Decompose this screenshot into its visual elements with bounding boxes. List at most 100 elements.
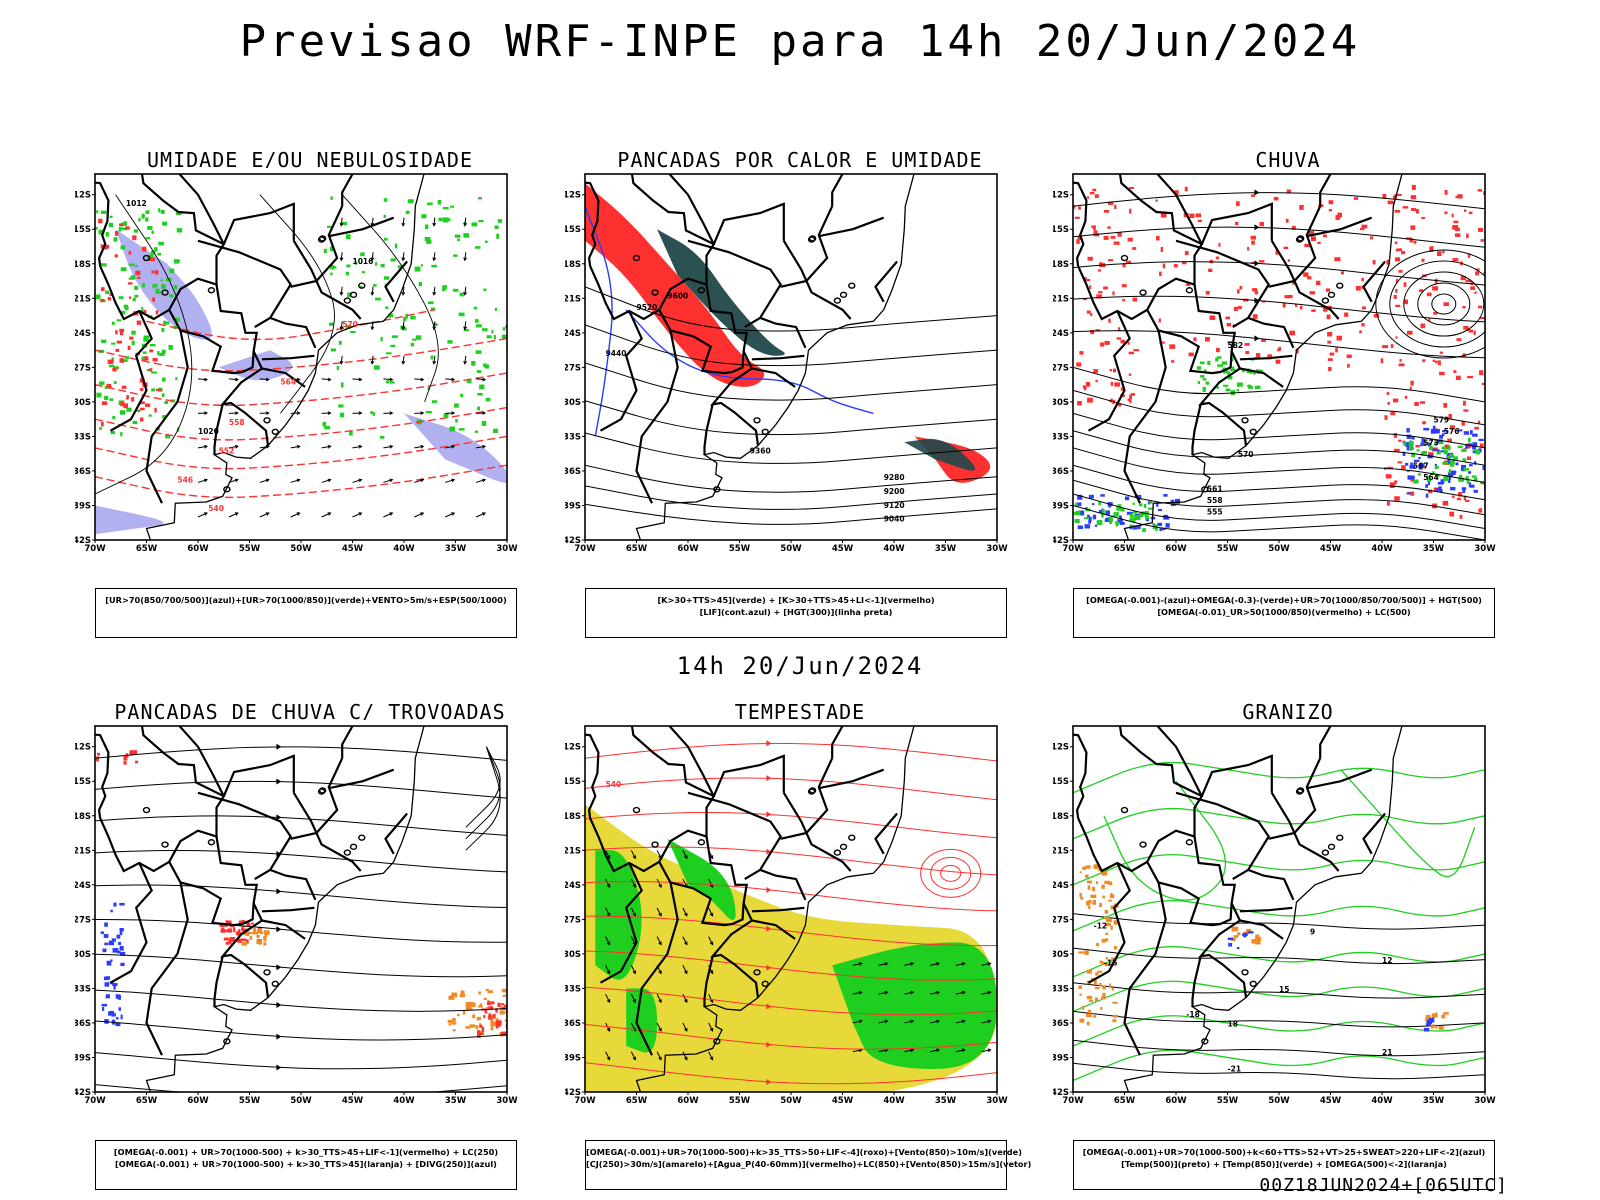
rain-omega-ur — [1437, 251, 1442, 257]
lon-label: 35W — [445, 1096, 467, 1106]
humidity-low-level — [169, 268, 175, 274]
rain-omega-strong — [1447, 455, 1451, 460]
humidity-low-level — [494, 225, 499, 229]
rain-omega-weak — [1432, 448, 1437, 452]
wind-vector-head — [389, 512, 394, 516]
rain-omega-ur — [1462, 353, 1466, 358]
temp850-contour — [1073, 807, 1485, 840]
humidity-low-level — [120, 410, 126, 415]
omega500 — [1237, 932, 1241, 936]
humidity-low-level — [175, 317, 180, 322]
divergence-250 — [105, 976, 111, 980]
lat-label: 12S — [565, 191, 581, 201]
thickness-label-dots — [100, 422, 104, 427]
humidity-low-level — [458, 312, 465, 317]
rain-omega-strong — [1429, 445, 1433, 451]
country-border — [658, 836, 749, 927]
rain-omega-weak — [1098, 510, 1104, 514]
country-border — [1306, 216, 1373, 238]
temp500-contour — [1073, 1062, 1485, 1080]
temp500-contour — [1073, 1039, 1485, 1057]
wind-vector — [340, 286, 343, 295]
omega500 — [1102, 992, 1106, 998]
wind-850-vector-head — [632, 912, 636, 917]
wind-vector — [464, 252, 467, 261]
contour-label: 540 — [606, 780, 622, 789]
rain-omega-strong — [1102, 509, 1105, 514]
wind-850-vector — [605, 936, 611, 945]
rain-omega-weak — [1094, 524, 1098, 527]
rain-omega-weak — [1473, 461, 1477, 465]
rain-omega-ur — [1112, 401, 1115, 405]
wind-vector-head — [327, 411, 332, 415]
rain-omega-strong — [1480, 481, 1484, 485]
wind-850-vector-head — [910, 990, 915, 995]
thunderstorm-li — [229, 941, 232, 945]
rain-omega-ur — [1463, 325, 1469, 330]
rain-omega-strong — [1074, 502, 1078, 507]
humidity-low-level — [392, 335, 398, 339]
lc850-streamline — [585, 811, 997, 839]
heat-convection-li — [585, 183, 765, 387]
wind-vector — [352, 479, 362, 483]
map-background — [75, 720, 545, 1140]
contour-label: 9280 — [884, 473, 905, 482]
lake-outline — [1321, 849, 1330, 856]
thickness-contour — [95, 464, 507, 499]
rain-omega-ur — [1460, 275, 1466, 281]
rain-omega-ur — [1090, 312, 1093, 317]
rain-omega-ur — [1283, 246, 1289, 250]
rain-omega-ur — [1091, 225, 1094, 228]
wind-vector — [402, 355, 405, 364]
thunderstorm-li — [229, 937, 236, 942]
rain-omega-ur — [1095, 379, 1098, 383]
rain-omega-ur — [1103, 235, 1109, 240]
wind-vector-head — [420, 478, 425, 483]
country-border — [1319, 726, 1332, 759]
rain-omega-strong — [1223, 370, 1229, 374]
wind-vector-head — [327, 444, 332, 449]
lat-label: 15S — [565, 777, 581, 787]
rain-omega-weak — [1162, 527, 1166, 531]
humidity-low-level — [157, 351, 160, 356]
rain-omega-weak — [1465, 444, 1469, 449]
rain-omega-ur — [1309, 230, 1315, 236]
wind-850 — [667, 838, 736, 921]
wind-850-vector — [929, 1049, 940, 1053]
rain-omega-ur — [1089, 191, 1095, 195]
wind-vector — [383, 512, 393, 518]
rain-omega-ur — [1218, 242, 1221, 247]
rain-omega-strong — [1452, 456, 1458, 461]
wind-vector-head — [358, 411, 363, 415]
wind-850-vector — [656, 993, 662, 1003]
rain-omega-weak — [1469, 484, 1475, 488]
humidity-low-level — [135, 264, 138, 268]
lake-outline — [1201, 1038, 1209, 1045]
humidity-low-level — [338, 340, 342, 345]
map-umidade: 10121016102057056455855254654012S15S18S2… — [75, 168, 545, 588]
wind-850-vector-head — [606, 941, 611, 946]
thunderstorm-tts — [502, 994, 507, 997]
rain-omega-ur — [1479, 316, 1485, 320]
omega500 — [1090, 894, 1097, 898]
rain-omega-ur — [1307, 276, 1312, 280]
humidity-low-level — [336, 365, 339, 371]
streamline-250 — [95, 953, 507, 978]
omega500 — [1108, 881, 1113, 886]
lake-outline — [1241, 417, 1249, 424]
humidity-low-level — [162, 221, 168, 226]
wind-850-vector — [605, 850, 611, 859]
rain-omega-ur — [1480, 508, 1483, 513]
wind-vector — [383, 378, 393, 381]
rain-omega-strong — [1229, 375, 1233, 380]
wind-850-vector — [656, 936, 662, 945]
country-border — [168, 284, 259, 375]
divergence-250 — [118, 994, 121, 1000]
rain-omega-strong — [1443, 477, 1449, 482]
wind-850-vector-head — [709, 855, 714, 860]
lat-label: 39S — [1053, 1053, 1069, 1063]
rain-omega-ur — [1104, 340, 1110, 345]
rain-omega-ur — [1098, 291, 1103, 294]
omega500 — [1108, 983, 1111, 988]
